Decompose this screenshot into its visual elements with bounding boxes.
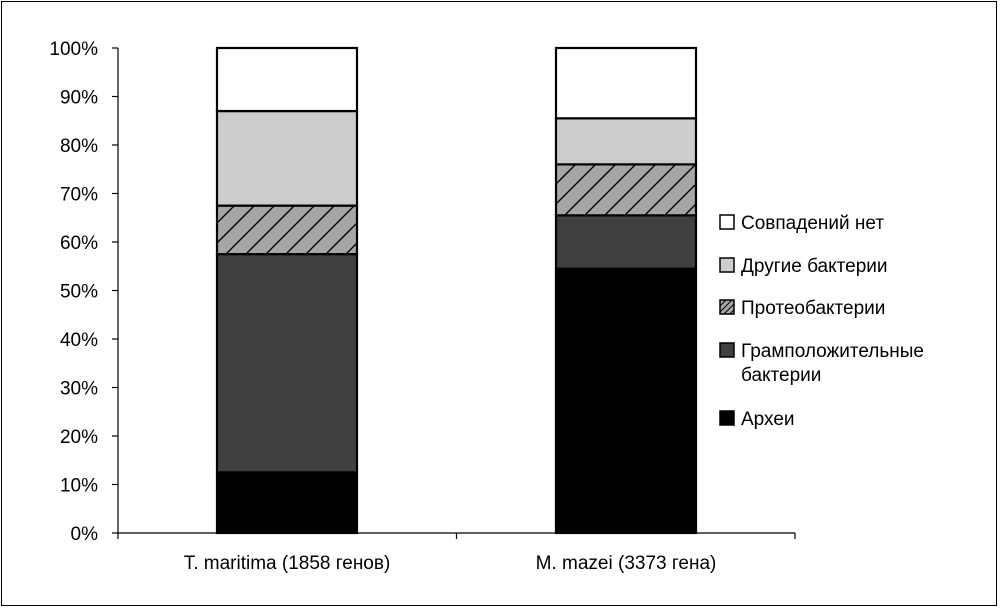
legend-swatch (719, 214, 735, 230)
y-tick-label: 100% (49, 39, 98, 60)
category-label: M. mazei (3373 гена) (536, 553, 717, 574)
bar-segment (215, 204, 359, 256)
legend-label: Протеобактерии (741, 298, 885, 319)
bar-segment (215, 253, 359, 474)
y-tick-label: 20% (60, 427, 98, 448)
legend-swatch (719, 299, 735, 315)
y-tick-label: 60% (60, 233, 98, 254)
bar-segment (554, 117, 698, 166)
y-tick-label: 40% (60, 330, 98, 351)
bar-segment (554, 163, 698, 217)
legend-label: Археи (741, 409, 795, 430)
bar-segment (215, 109, 359, 207)
bars (215, 46, 698, 535)
bar-segment (554, 214, 698, 270)
y-tick-label: 10% (60, 476, 98, 497)
bar-segment (554, 267, 698, 535)
y-tick-label: 80% (60, 136, 98, 157)
category-labels: T. maritima (1858 генов) M. mazei (3373 г… (184, 553, 717, 574)
y-tick-label: 70% (60, 185, 98, 206)
category-label: T. maritima (1858 генов) (184, 553, 391, 574)
legend-label: Совпадений нет (741, 213, 884, 234)
y-tick-label: 30% (60, 379, 98, 400)
legend-label: бактерии (741, 365, 821, 386)
bar-segment (554, 46, 698, 120)
y-tick-label: 0% (71, 524, 99, 545)
legend-swatch (719, 257, 735, 273)
bar-segment (215, 471, 359, 535)
legend-swatch (719, 342, 735, 358)
y-tick-label: 90% (60, 88, 98, 109)
legend-label: Грамположительные (741, 341, 924, 362)
legend-swatch (719, 410, 735, 426)
legend: Совпадений нет Другие бактерии Протеобакте… (719, 213, 924, 430)
y-tick-label: 50% (60, 282, 98, 303)
bar-segment (215, 46, 359, 113)
legend-label: Другие бактерии (741, 256, 888, 277)
